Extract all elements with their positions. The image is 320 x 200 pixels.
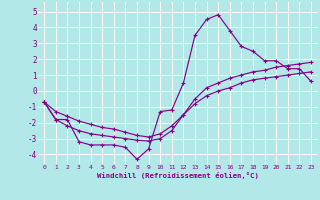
- X-axis label: Windchill (Refroidissement éolien,°C): Windchill (Refroidissement éolien,°C): [97, 172, 259, 179]
